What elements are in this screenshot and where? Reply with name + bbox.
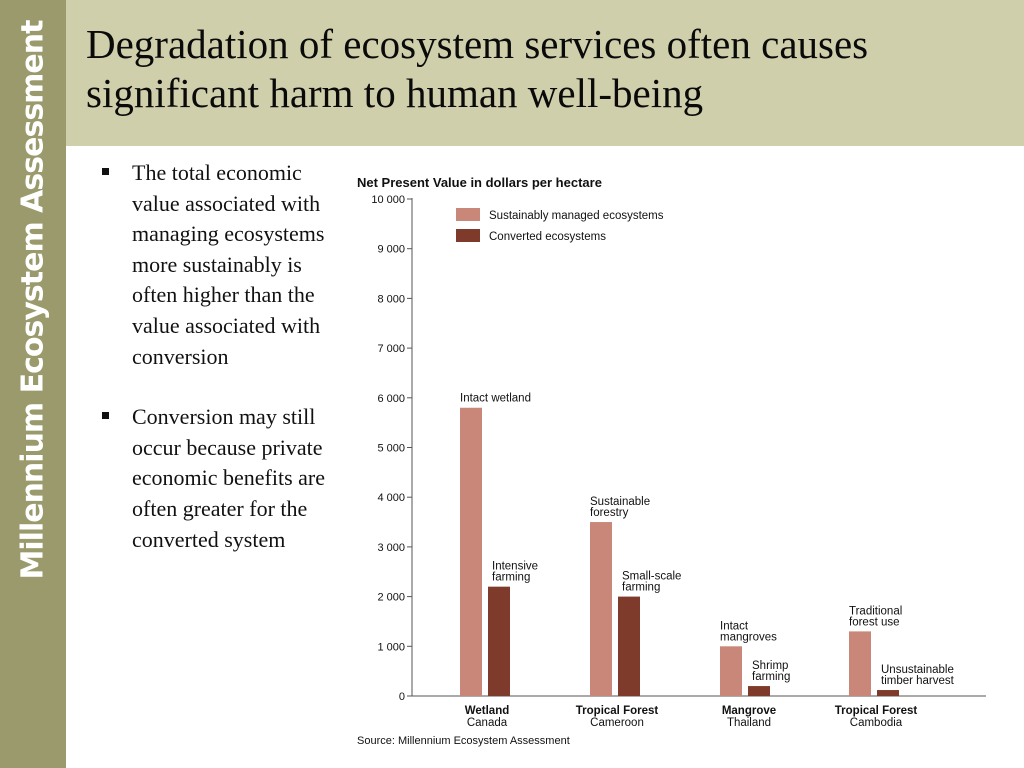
- y-tick-label: 6 000: [377, 393, 405, 405]
- x-category-sublabel: Thailand: [727, 717, 771, 729]
- bullet-text: Conversion may still occur because priva…: [132, 404, 326, 552]
- bullet-text: The total economic value associated with…: [132, 160, 325, 369]
- bar-annotation: Intensive: [492, 561, 538, 573]
- bar-sustainable: [590, 522, 612, 696]
- y-tick-label: 9 000: [377, 244, 405, 256]
- bar-annotation: forestry: [590, 507, 629, 519]
- bar-annotation: farming: [492, 572, 530, 584]
- bar-sustainable: [460, 407, 482, 696]
- chart-title: Net Present Value in dollars per hectare: [357, 175, 602, 190]
- x-category-sublabel: Cambodia: [850, 717, 903, 729]
- y-tick-label: 2 000: [377, 592, 405, 604]
- bar-converted: [877, 690, 899, 696]
- bullet-list: The total economic value associated with…: [96, 158, 336, 585]
- x-category-label: Tropical Forest: [835, 705, 918, 717]
- bullet-square-icon: [102, 412, 109, 420]
- x-category-sublabel: Canada: [467, 717, 508, 729]
- brand-logotype: Millennium Ecosystem Assessment: [15, 20, 51, 580]
- y-tick-label: 0: [399, 691, 405, 703]
- bar-annotation: farming: [622, 582, 660, 594]
- sidebar: Millennium Ecosystem Assessment: [0, 0, 66, 768]
- bar-annotation: Small-scale: [622, 571, 681, 583]
- y-tick-label: 7 000: [377, 343, 405, 355]
- x-category-label: Wetland: [465, 705, 510, 717]
- y-tick-label: 4 000: [377, 492, 405, 504]
- slide-title: Degradation of ecosystem services often …: [86, 21, 869, 116]
- legend-label: Converted ecosystems: [489, 231, 606, 243]
- bar-sustainable: [720, 646, 742, 696]
- x-category-label: Tropical Forest: [576, 705, 659, 717]
- bar-annotation: Sustainable: [590, 496, 650, 508]
- bar-converted: [748, 686, 770, 696]
- bar-annotation: timber harvest: [881, 675, 955, 687]
- bar-annotation: forest use: [849, 616, 900, 628]
- bar-annotation: Intact: [720, 620, 749, 632]
- bar-annotation: Traditional: [849, 605, 902, 617]
- y-tick-label: 5 000: [377, 443, 405, 455]
- npv-bar-chart: Net Present Value in dollars per hectare…: [346, 168, 996, 758]
- bullet-item: Conversion may still occur because priva…: [96, 402, 336, 555]
- legend-swatch: [456, 208, 480, 221]
- legend-label: Sustainably managed ecosystems: [489, 210, 664, 222]
- bar-annotation: farming: [752, 671, 790, 683]
- x-category-label: Mangrove: [722, 705, 776, 717]
- bar-annotation: mangroves: [720, 631, 777, 643]
- y-tick-label: 3 000: [377, 542, 405, 554]
- bar-annotation: Intact wetland: [460, 393, 531, 405]
- y-tick-label: 10 000: [371, 194, 405, 206]
- bar-sustainable: [849, 631, 871, 696]
- y-tick-label: 8 000: [377, 293, 405, 305]
- legend-swatch: [456, 229, 480, 242]
- y-tick-label: 1 000: [377, 641, 405, 653]
- bar-annotation: Unsustainable: [881, 664, 954, 676]
- x-category-sublabel: Cameroon: [590, 717, 644, 729]
- bar-converted: [488, 586, 510, 696]
- chart-source: Source: Millennium Ecosystem Assessment: [357, 735, 570, 747]
- chart-canvas: Net Present Value in dollars per hectare…: [357, 175, 986, 747]
- header: Degradation of ecosystem services often …: [66, 0, 1024, 146]
- bullet-square-icon: [102, 168, 109, 175]
- bar-annotation: Shrimp: [752, 660, 788, 672]
- bullet-item: The total economic value associated with…: [96, 158, 336, 372]
- bar-converted: [618, 596, 640, 696]
